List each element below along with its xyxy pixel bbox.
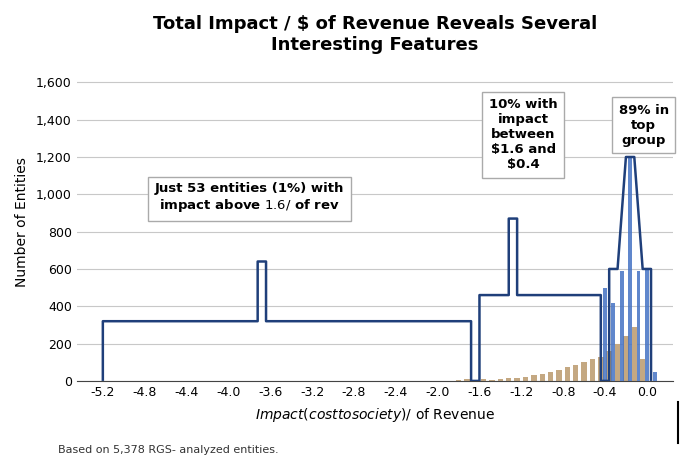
Bar (565, 367, 570, 381)
Bar (573, 365, 579, 381)
Text: Just 53 entities (1%) with
impact above $1.6 / $ of rev: Just 53 entities (1%) with impact above … (155, 182, 344, 214)
Bar (612, 303, 615, 381)
Y-axis label: Number of Entities: Number of Entities (15, 157, 29, 287)
Bar (632, 327, 637, 381)
Bar (615, 344, 621, 381)
Text: 89% in
top
group: 89% in top group (619, 104, 669, 147)
Bar (531, 375, 537, 381)
Bar (456, 380, 461, 381)
Bar (606, 351, 612, 381)
Bar (628, 157, 632, 381)
Bar (620, 271, 623, 381)
Title: Total Impact / $ of Revenue Reveals Several
Interesting Features: Total Impact / $ of Revenue Reveals Seve… (153, 15, 597, 54)
Bar (590, 360, 595, 381)
Bar (464, 379, 470, 381)
Bar (523, 377, 528, 381)
Bar (515, 377, 520, 381)
Bar (581, 362, 587, 381)
Bar (598, 356, 603, 381)
Bar (623, 336, 629, 381)
Bar (654, 372, 657, 381)
Text: Based on 5,378 RGS- analyzed entities.: Based on 5,378 RGS- analyzed entities. (58, 445, 279, 455)
Bar (473, 380, 478, 381)
Bar (489, 380, 495, 381)
Bar (497, 379, 503, 381)
Bar (556, 370, 561, 381)
Bar (548, 372, 553, 381)
Bar (539, 374, 545, 381)
Text: 10% with
impact
between
$1.6 and
$0.4: 10% with impact between $1.6 and $0.4 (489, 98, 558, 171)
X-axis label: $ Impact (cost to society) / $ of Revenue: $ Impact (cost to society) / $ of Revenu… (255, 406, 495, 424)
Bar (481, 379, 486, 381)
Bar (506, 378, 511, 381)
Bar (640, 359, 645, 381)
Bar (603, 287, 607, 381)
Bar (645, 269, 649, 381)
Bar (636, 271, 641, 381)
